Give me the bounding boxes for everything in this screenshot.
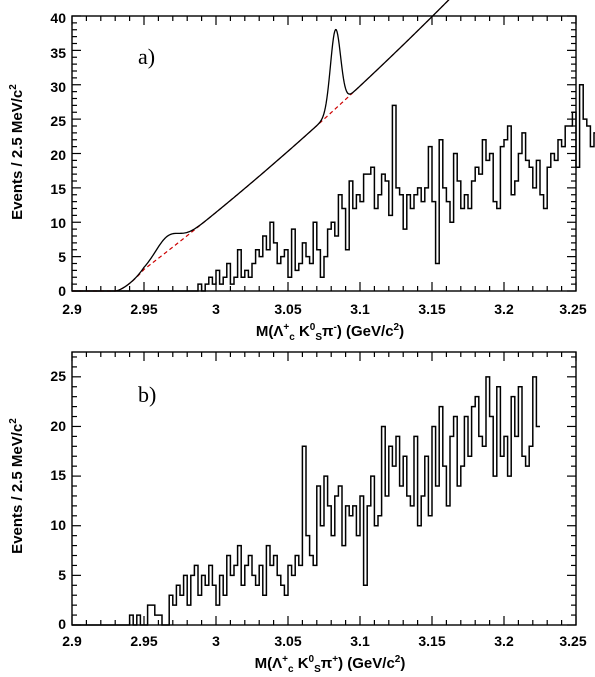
y-tick-labels-a: 0 5 10 15 20 25 30 35 40 [50,10,66,299]
x-axis-title-part: π [322,323,334,340]
x-tick-labels-b: 2.9 2.95 3 3.05 3.1 3.15 3.2 3.25 [62,633,587,649]
x-tick-labels-a: 2.9 2.95 3 3.05 3.1 3.15 3.2 3.25 [62,301,587,317]
x-tick-label: 3.2 [494,301,514,317]
x-axis-title-part: 2 [394,322,400,333]
x-axis-title-part: M(Λ [256,323,284,340]
y-tick-label: 0 [58,283,66,299]
x-tick-label: 3.1 [350,633,370,649]
x-axis-title-part: S [314,664,321,675]
y-tick-label: 0 [58,616,66,632]
histogram-b [72,376,540,626]
histogram-a [72,84,595,292]
y-tick-label: 10 [50,517,66,533]
x-axis-title-part: + [283,322,289,333]
signal-fit-curve [72,0,450,292]
panel-label-b: b) [138,382,156,407]
y-tick-label: 15 [50,467,66,483]
x-tick-label: 3 [212,633,220,649]
x-axis-title-part: ) (GeV/c [337,323,394,340]
x-tick-label: 2.9 [62,301,82,317]
y-tick-label: 25 [50,113,66,129]
axis-ticks-b [71,352,577,626]
x-axis-title-part: - [334,322,337,333]
y-tick-label: 5 [58,249,66,265]
x-axis-title-part: + [332,654,338,665]
x-axis-title-part: K [294,655,309,672]
y-axis-title-b: Events / 2.5 MeV/c2 [8,418,26,554]
y-tick-labels-b: 0 5 10 15 20 25 [50,368,66,632]
x-axis-title-part: 0 [310,322,316,333]
panel-b: 0 5 10 15 20 25 2.9 2.95 3 3.05 3.1 3.15… [8,351,587,675]
y-tick-label: 10 [50,215,66,231]
y-tick-label: 15 [50,181,66,197]
x-axis-title-part: 0 [309,654,315,665]
x-tick-label: 3.25 [559,633,586,649]
x-tick-label: 3.05 [274,301,301,317]
x-axis-title-part: ) [399,323,404,340]
x-axis-title-a: M(Λ+c K0Sπ-) (GeV/c2) [256,322,404,343]
y-axis-title-text: Events / 2.5 MeV/c [9,424,26,554]
x-tick-label: 3.25 [559,301,586,317]
plot-frame-b [71,351,577,626]
plot-frame-a [71,15,577,292]
background-fit-curve [72,0,450,292]
x-tick-label: 3.15 [418,633,445,649]
y-tick-label: 20 [50,147,66,163]
y-axis-title-sup: 2 [8,418,19,424]
y-tick-label: 35 [50,45,66,61]
x-axis-title-part: c [289,332,295,343]
x-tick-label: 3 [212,301,220,317]
x-axis-title-part: 2 [395,654,401,665]
x-axis-title-part: π [321,655,333,672]
y-tick-label: 40 [50,10,66,26]
y-tick-label: 30 [50,79,66,95]
x-axis-title-part: M(Λ [255,655,283,672]
x-tick-label: 3.1 [350,301,370,317]
y-tick-label: 25 [50,368,66,384]
x-axis-title-part: S [315,332,322,343]
x-axis-title-part: K [295,323,310,340]
x-axis-title-part: c [288,664,294,675]
x-tick-label: 2.95 [130,633,157,649]
x-tick-label: 3.05 [274,633,301,649]
y-tick-label: 20 [50,418,66,434]
x-axis-title-part: ) (GeV/c [338,655,395,672]
y-axis-title-a: Events / 2.5 MeV/c2 [8,84,26,220]
x-tick-label: 2.95 [130,301,157,317]
y-axis-title-text: Events / 2.5 MeV/c [9,90,26,220]
x-axis-title-part: + [282,654,288,665]
y-axis-title-sup: 2 [8,84,19,90]
panel-label-a: a) [138,44,155,69]
y-tick-label: 5 [58,567,66,583]
panel-a: 0 5 10 15 20 25 30 35 40 2.9 2.95 3 3.05… [8,0,595,343]
x-axis-title-part: ) [400,655,405,672]
x-axis-title-b: M(Λ+c K0Sπ+) (GeV/c2) [255,654,406,675]
x-tick-label: 3.15 [418,301,445,317]
x-tick-label: 3.2 [494,633,514,649]
x-tick-label: 2.9 [62,633,82,649]
